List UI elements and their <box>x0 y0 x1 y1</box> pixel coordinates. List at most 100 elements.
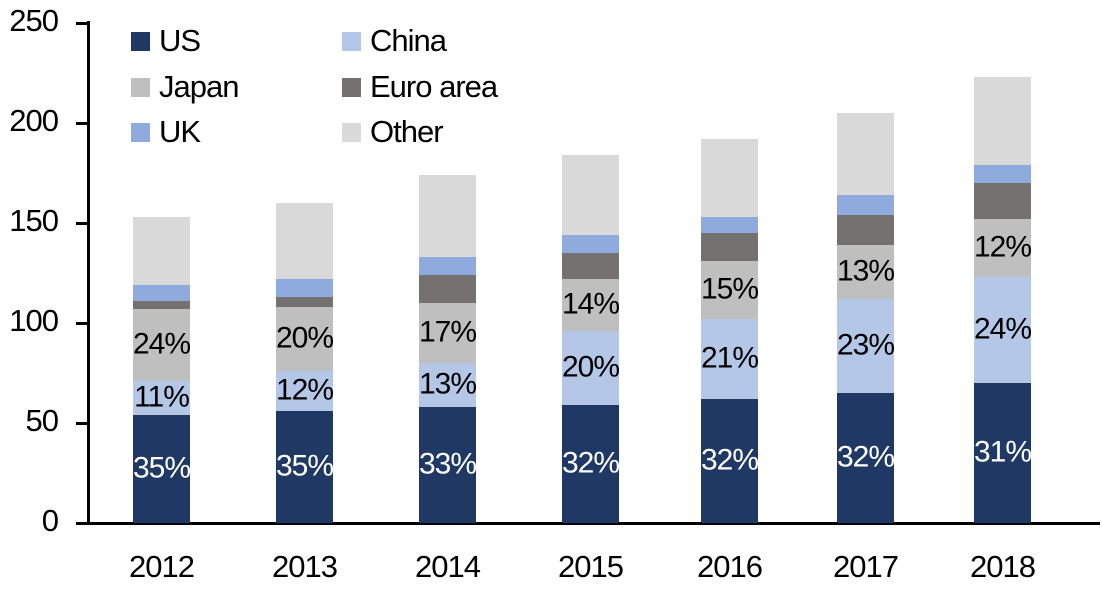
bar-segment-euro-area-2012 <box>133 301 190 309</box>
legend-item-euro-area: Euro area <box>342 69 498 104</box>
legend-swatch-uk-icon <box>131 122 150 142</box>
segment-label-us-2016: 32% <box>700 443 759 477</box>
legend-item-other: Other <box>342 114 444 149</box>
legend-label-us: US <box>159 23 201 58</box>
bar-segment-japan-2018 <box>974 219 1031 277</box>
bar-segment-euro-area-2016 <box>701 233 758 261</box>
segment-label-us-2012: 35% <box>132 451 191 485</box>
bar-segment-euro-area-2018 <box>974 183 1031 219</box>
bar-segment-other-2017 <box>837 113 894 195</box>
legend-label-china: China <box>370 23 447 58</box>
legend-label-uk: UK <box>159 114 201 149</box>
bar-segment-other-2014 <box>419 175 476 257</box>
segment-label-us-2014: 33% <box>418 447 477 481</box>
y-axis-tick <box>76 222 87 225</box>
bar-segment-uk-2013 <box>276 279 333 297</box>
y-axis-tick-label: 0 <box>41 503 59 539</box>
y-axis-tick <box>76 22 87 25</box>
x-axis-label-2012: 2012 <box>129 549 195 584</box>
y-axis-tick-label: 250 <box>9 3 59 39</box>
x-axis-label-2014: 2014 <box>415 549 481 584</box>
legend-swatch-euro-area-icon <box>342 77 361 97</box>
segment-label-japan-2014: 17% <box>418 315 477 349</box>
bar-segment-other-2018 <box>974 77 1031 165</box>
segment-label-japan-2012: 24% <box>132 327 191 361</box>
legend-item-uk: UK <box>131 114 201 149</box>
bar-segment-japan-2013 <box>276 307 333 371</box>
bar-segment-china-2012 <box>133 381 190 415</box>
bar-segment-china-2018 <box>974 277 1031 383</box>
bar-segment-uk-2014 <box>419 257 476 275</box>
bar-segment-japan-2016 <box>701 261 758 319</box>
segment-label-japan-2018: 12% <box>973 230 1032 264</box>
bar-segment-us-2018 <box>974 383 1031 523</box>
bar-segment-uk-2012 <box>133 285 190 301</box>
y-axis-tick <box>76 522 87 525</box>
segment-label-us-2017: 32% <box>836 440 895 474</box>
bar-segment-us-2017 <box>837 393 894 523</box>
y-axis-tick-label: 150 <box>9 203 59 239</box>
bar-segment-us-2016 <box>701 399 758 523</box>
segment-label-us-2013: 35% <box>275 449 334 483</box>
x-axis-label-2018: 2018 <box>970 549 1036 584</box>
segment-label-china-2016: 21% <box>700 341 759 375</box>
segment-label-japan-2013: 20% <box>275 321 334 355</box>
bar-segment-other-2015 <box>562 155 619 235</box>
bar-segment-uk-2015 <box>562 235 619 253</box>
bar-segment-us-2012 <box>133 415 190 523</box>
legend-swatch-china-icon <box>342 31 361 51</box>
bar-segment-japan-2012 <box>133 309 190 381</box>
segment-label-us-2015: 32% <box>561 446 620 480</box>
bar-segment-other-2013 <box>276 203 333 279</box>
segment-label-china-2018: 24% <box>973 312 1032 346</box>
x-axis-label-2013: 2013 <box>272 549 338 584</box>
segment-label-china-2012: 11% <box>134 380 190 414</box>
legend-item-japan: Japan <box>131 69 239 104</box>
y-axis-tick-label: 50 <box>25 403 59 439</box>
bar-segment-uk-2017 <box>837 195 894 215</box>
bar-segment-japan-2015 <box>562 279 619 331</box>
segment-label-china-2014: 13% <box>418 367 477 401</box>
bar-segment-china-2015 <box>562 331 619 405</box>
segment-label-japan-2016: 15% <box>700 272 759 306</box>
y-axis-tick-label: 200 <box>9 103 59 139</box>
segment-label-china-2013: 12% <box>275 373 334 407</box>
legend-item-us: US <box>131 23 201 58</box>
bar-segment-euro-area-2015 <box>562 253 619 279</box>
bar-segment-china-2014 <box>419 363 476 407</box>
legend-swatch-japan-icon <box>131 77 150 97</box>
bar-segment-japan-2017 <box>837 245 894 299</box>
segment-label-china-2015: 20% <box>561 350 620 384</box>
bar-segment-uk-2016 <box>701 217 758 233</box>
legend-swatch-other-icon <box>342 122 361 142</box>
x-axis-line <box>87 522 1100 525</box>
bar-segment-us-2013 <box>276 411 333 523</box>
x-axis-label-2015: 2015 <box>558 549 624 584</box>
y-axis-line <box>87 21 90 525</box>
segment-label-japan-2015: 14% <box>561 287 620 321</box>
bar-segment-china-2013 <box>276 371 333 411</box>
y-axis-tick-label: 100 <box>9 303 59 339</box>
bar-segment-other-2016 <box>701 139 758 217</box>
legend-item-china: China <box>342 23 447 58</box>
bar-segment-other-2012 <box>133 217 190 285</box>
bar-segment-china-2016 <box>701 319 758 399</box>
x-axis-label-2017: 2017 <box>833 549 899 584</box>
bar-segment-euro-area-2014 <box>419 275 476 303</box>
bar-segment-uk-2018 <box>974 165 1031 183</box>
legend-label-japan: Japan <box>159 69 239 104</box>
bar-segment-china-2017 <box>837 299 894 393</box>
bar-segment-us-2014 <box>419 407 476 523</box>
segment-label-japan-2017: 13% <box>836 254 895 288</box>
legend-label-euro-area: Euro area <box>370 69 498 104</box>
segment-label-china-2017: 23% <box>836 328 895 362</box>
segment-label-us-2018: 31% <box>973 435 1032 469</box>
legend-swatch-us-icon <box>131 31 150 51</box>
x-axis-label-2016: 2016 <box>697 549 763 584</box>
bar-segment-us-2015 <box>562 405 619 523</box>
y-axis-tick <box>76 322 87 325</box>
bar-segment-euro-area-2017 <box>837 215 894 245</box>
bar-segment-euro-area-2013 <box>276 297 333 307</box>
bar-segment-japan-2014 <box>419 303 476 363</box>
